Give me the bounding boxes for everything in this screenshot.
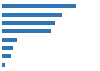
Bar: [2, 21, 54, 25]
Bar: [2, 38, 17, 42]
Bar: [2, 4, 76, 8]
Bar: [2, 13, 62, 17]
Bar: [2, 54, 11, 58]
Bar: [2, 46, 14, 50]
Bar: [2, 63, 5, 67]
Bar: [2, 29, 51, 33]
